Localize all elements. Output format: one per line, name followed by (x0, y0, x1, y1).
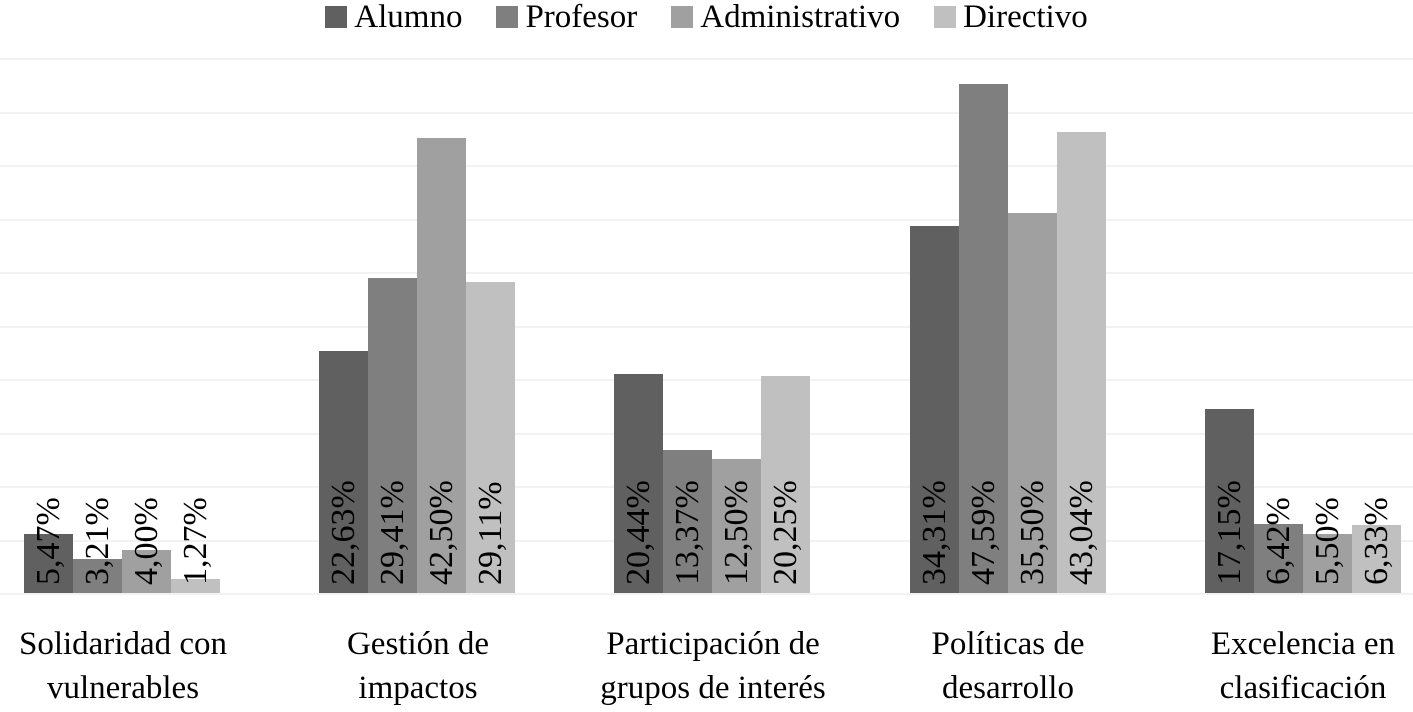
category-label-line: impactos (358, 670, 478, 706)
data-label: 12,50% (717, 480, 755, 585)
data-label: 29,11% (471, 481, 509, 585)
bar-profesor: 6,42% (1254, 497, 1303, 593)
data-label: 42,50% (422, 480, 460, 585)
bar-profesor: 3,21% (73, 497, 122, 593)
data-label: 1,27% (176, 497, 214, 585)
data-label: 3,21% (78, 497, 116, 585)
legend: Alumno Profesor Administrativo Directivo (0, 0, 1413, 34)
bar-administrativo: 42,50% (417, 138, 466, 593)
category-label: Políticas de desarrollo (858, 622, 1158, 710)
data-label: 20,25% (766, 480, 804, 585)
legend-item-administrativo: Administrativo (671, 0, 900, 34)
legend-swatch-directivo (934, 6, 957, 28)
data-label: 34,31% (915, 480, 953, 585)
data-label: 6,33% (1357, 497, 1395, 585)
bar-directivo: 1,27% (171, 497, 220, 593)
legend-swatch-profesor (496, 6, 519, 28)
bar-profesor: 47,59% (959, 83, 1008, 593)
legend-label: Profesor (525, 0, 638, 35)
data-label: 43,04% (1062, 480, 1100, 585)
legend-label: Alumno (354, 0, 463, 35)
category-label-line: Excelencia en (1210, 626, 1396, 662)
bar-alumno: 34,31% (910, 225, 959, 593)
data-label: 4,00% (127, 497, 165, 585)
gridline (0, 593, 1413, 595)
bar-administrativo: 5,50% (1303, 497, 1352, 593)
gridline (0, 218, 1413, 221)
legend-label: Administrativo (700, 0, 901, 35)
gridline (0, 432, 1413, 435)
category-label-line: desarrollo (942, 670, 1074, 706)
bar-directivo: 43,04% (1057, 132, 1106, 593)
bar-directivo: 6,33% (1352, 497, 1401, 593)
category-label: Gestión de impactos (268, 622, 568, 710)
category-label: Excelencia en clasificación (1153, 622, 1413, 710)
gridline (0, 272, 1413, 274)
category-label-line: vulnerables (46, 670, 200, 706)
gridline (0, 58, 1413, 60)
gridline (0, 325, 1413, 328)
category-label: Solidaridad con vulnerables (0, 622, 273, 710)
legend-swatch-administrativo (671, 6, 694, 28)
bar-administrativo: 35,50% (1008, 213, 1057, 593)
gridline (0, 379, 1413, 381)
bar-directivo: 29,11% (466, 281, 515, 593)
bar-alumno: 22,63% (319, 350, 368, 593)
data-label: 29,41% (373, 480, 411, 585)
bar-alumno: 5,47% (24, 497, 73, 593)
bar-administrativo: 4,00% (122, 497, 171, 593)
category-label: Participación de grupos de interés (563, 622, 863, 710)
category-label-line: Participación de (606, 626, 820, 662)
legend-item-directivo: Directivo (934, 0, 1088, 34)
legend-item-profesor: Profesor (496, 0, 637, 34)
data-label: 20,44% (619, 480, 657, 585)
bar-directivo: 20,25% (761, 376, 810, 593)
category-label-line: grupos de interés (600, 670, 826, 706)
category-label-line: Gestión de (346, 626, 490, 662)
data-label: 13,37% (668, 480, 706, 585)
data-label: 6,42% (1259, 497, 1297, 585)
bar-alumno: 17,15% (1205, 409, 1254, 593)
category-label-line: clasificación (1219, 670, 1387, 706)
data-label: 47,59% (964, 480, 1002, 585)
gridline (0, 111, 1413, 114)
legend-swatch-alumno (325, 6, 348, 28)
data-label: 5,47% (29, 497, 67, 585)
category-label-line: Políticas de (931, 626, 1085, 662)
data-label: 5,50% (1308, 497, 1346, 585)
bar-profesor: 13,37% (663, 449, 712, 593)
data-label: 22,63% (324, 480, 362, 585)
legend-item-alumno: Alumno (325, 0, 462, 34)
bar-alumno: 20,44% (614, 374, 663, 593)
category-label-line: Solidaridad con (18, 626, 228, 662)
data-label: 35,50% (1013, 480, 1051, 585)
bar-administrativo: 12,50% (712, 459, 761, 593)
data-label: 17,15% (1210, 480, 1248, 585)
bar-profesor: 29,41% (368, 278, 417, 593)
legend-label: Directivo (963, 0, 1088, 35)
gridline (0, 165, 1413, 167)
